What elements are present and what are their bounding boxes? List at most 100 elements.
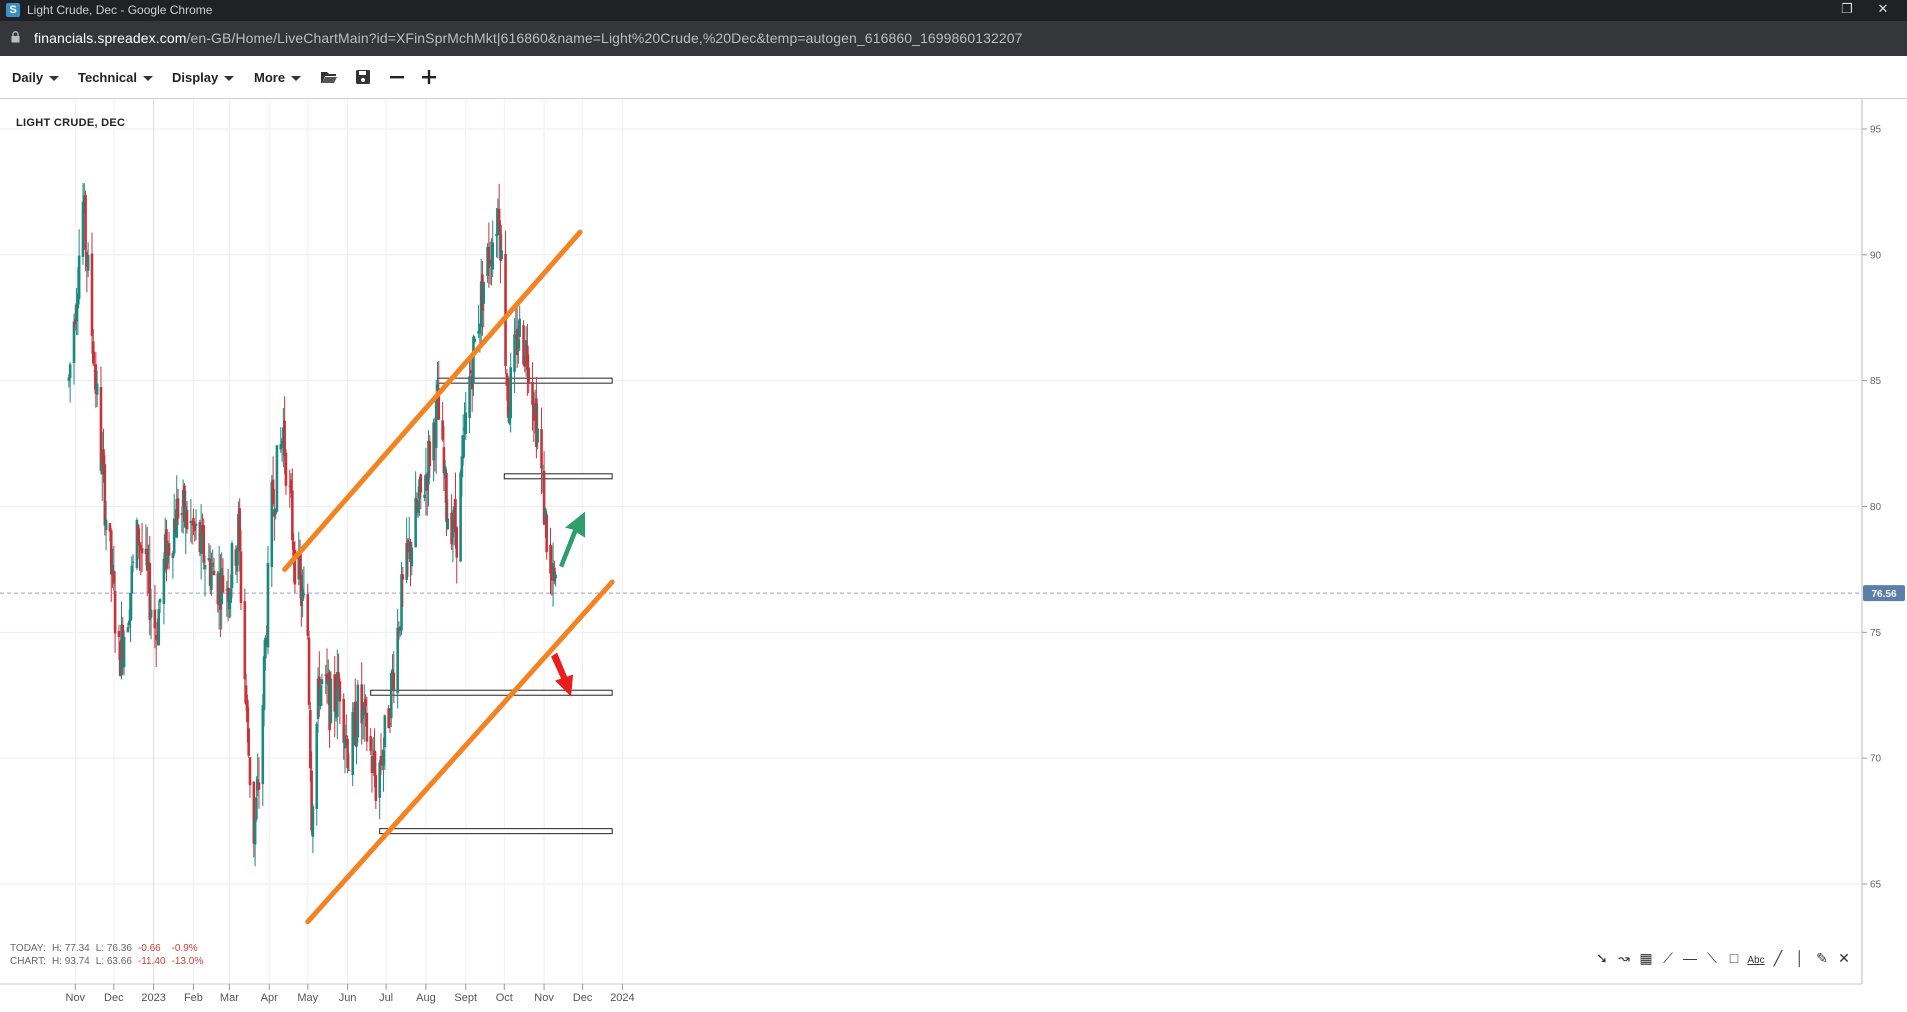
- candle-body: [72, 321, 76, 363]
- horizontal-line-tool-icon[interactable]: —: [1683, 950, 1697, 966]
- candle-body: [202, 525, 206, 563]
- trendline: [282, 229, 583, 572]
- time-tick-label: Nov: [534, 992, 554, 1004]
- more-menu-label: More: [254, 70, 286, 85]
- candle-body: [346, 738, 349, 769]
- display-menu[interactable]: Display: [172, 70, 235, 85]
- candle-body: [522, 325, 525, 365]
- save-icon[interactable]: [354, 68, 372, 86]
- close-window-icon[interactable]: ✕: [1877, 1, 1889, 16]
- close-tools-icon[interactable]: ✕: [1838, 950, 1850, 966]
- candle-body: [138, 543, 141, 546]
- stats-today-pct: -0.9%: [171, 943, 198, 954]
- grid-tool-icon[interactable]: ▦: [1639, 950, 1653, 966]
- candle-body: [478, 323, 482, 334]
- time-tick-label: Sept: [454, 992, 477, 1004]
- more-menu[interactable]: More: [254, 70, 302, 85]
- trend-line-tool-icon[interactable]: ⟍: [1707, 950, 1717, 966]
- candle-body: [315, 724, 319, 809]
- candle-body: [75, 303, 78, 322]
- candle-body: [270, 481, 274, 567]
- candle-body: [109, 530, 113, 575]
- candle-body: [81, 201, 85, 257]
- candle-body: [100, 455, 104, 475]
- candle-body: [131, 561, 135, 563]
- candle-body: [464, 412, 468, 434]
- candle-body: [108, 523, 112, 532]
- candle-body: [113, 590, 117, 634]
- candle-body: [443, 466, 447, 479]
- candle-body: [86, 255, 90, 271]
- candle-body: [145, 548, 149, 571]
- candle-body: [513, 334, 516, 372]
- candle-body: [271, 479, 275, 504]
- zoom-in-icon[interactable]: [420, 68, 438, 86]
- candle-body: [320, 679, 324, 685]
- candle-body: [482, 282, 486, 304]
- candle-body: [544, 508, 547, 521]
- candle-body: [298, 554, 302, 576]
- price-chart[interactable]: 65 70 75 80 85 90 95 76.56 Nov Dec 2023 Feb Mar Apr M…: [0, 99, 1907, 1012]
- restore-window-icon[interactable]: ❐: [1841, 1, 1853, 16]
- candle-body: [446, 518, 450, 530]
- chevron-down-icon: [49, 76, 60, 82]
- candle-body: [504, 253, 507, 367]
- candle-body: [389, 673, 393, 719]
- period-menu[interactable]: Daily: [12, 70, 60, 85]
- time-tick-label: Aug: [416, 992, 436, 1004]
- candle-body: [230, 543, 234, 588]
- time-tick-label: Apr: [261, 992, 278, 1004]
- price-stats: TODAY: H: 77.34 L: 76.36 -0.66 -0.9% CHA…: [10, 942, 209, 968]
- candle-body: [553, 567, 556, 582]
- candle-body: [473, 338, 477, 342]
- zoom-out-icon[interactable]: [388, 68, 406, 86]
- candle-body: [508, 413, 511, 424]
- candle-body: [252, 781, 256, 844]
- ruler-tool-icon[interactable]: ✎: [1816, 950, 1828, 966]
- candle-body: [306, 594, 310, 636]
- arrow-tool-icon[interactable]: ➘: [1596, 950, 1608, 966]
- candle-body: [117, 631, 121, 638]
- candle-body: [289, 479, 293, 494]
- url-text[interactable]: financials.spreadex.com/en-GB/Home/LiveC…: [34, 30, 1023, 46]
- address-bar[interactable]: financials.spreadex.com/en-GB/Home/LiveC…: [0, 21, 1907, 56]
- curve-tool-icon[interactable]: ↝: [1618, 950, 1630, 966]
- candle-body: [491, 242, 495, 270]
- text-tool[interactable]: Abc: [1747, 955, 1765, 966]
- candle-body: [172, 518, 176, 554]
- current-price-label: 76.56: [1871, 589, 1896, 600]
- candle-body: [455, 527, 459, 558]
- candle-body: [336, 671, 339, 717]
- line-tool-icon[interactable]: ╱: [1773, 950, 1783, 966]
- candle-body: [261, 705, 265, 785]
- candle-body: [266, 563, 270, 648]
- candle-body: [379, 756, 383, 764]
- technical-menu[interactable]: Technical: [78, 70, 154, 85]
- price-tick-label: 75: [1870, 628, 1882, 639]
- candle-body: [99, 387, 103, 471]
- candle-body: [203, 565, 207, 570]
- candle-body: [68, 364, 72, 379]
- folder-open-icon[interactable]: [320, 68, 338, 86]
- level-box: [436, 377, 613, 384]
- lock-icon: [11, 31, 20, 43]
- browser-titlebar: S Light Crude, Dec - Google Chrome ❐ ✕: [0, 0, 1907, 21]
- vertical-line-tool-icon[interactable]: │: [1795, 950, 1805, 966]
- stats-today-label: TODAY:: [10, 943, 46, 954]
- candle-body: [469, 370, 473, 374]
- candle-body: [509, 367, 512, 419]
- fan-tool-icon[interactable]: ⟋: [1663, 950, 1673, 966]
- candle-body: [419, 474, 423, 493]
- candle-body: [531, 381, 534, 405]
- candle-body: [499, 225, 502, 261]
- candle-body: [382, 750, 385, 766]
- candle-body: [397, 631, 401, 633]
- candle-body: [307, 637, 311, 705]
- instrument-title: LIGHT CRUDE, DEC: [16, 117, 126, 129]
- candle-body: [461, 435, 465, 459]
- candle-body: [257, 782, 261, 790]
- candle-body: [102, 449, 105, 465]
- rectangle-tool-icon[interactable]: □: [1729, 950, 1739, 966]
- candle-body: [365, 712, 369, 742]
- candle-body: [360, 684, 364, 724]
